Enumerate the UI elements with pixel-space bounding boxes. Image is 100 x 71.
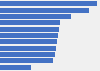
Bar (0, 46, 56, 51)
Bar (0, 27, 59, 32)
Bar (0, 39, 57, 44)
Bar (0, 52, 55, 57)
Bar (0, 33, 58, 38)
Bar (0, 14, 70, 19)
Bar (0, 65, 31, 70)
Bar (0, 8, 89, 13)
Bar (0, 58, 53, 63)
Bar (0, 1, 97, 6)
Bar (0, 20, 60, 25)
